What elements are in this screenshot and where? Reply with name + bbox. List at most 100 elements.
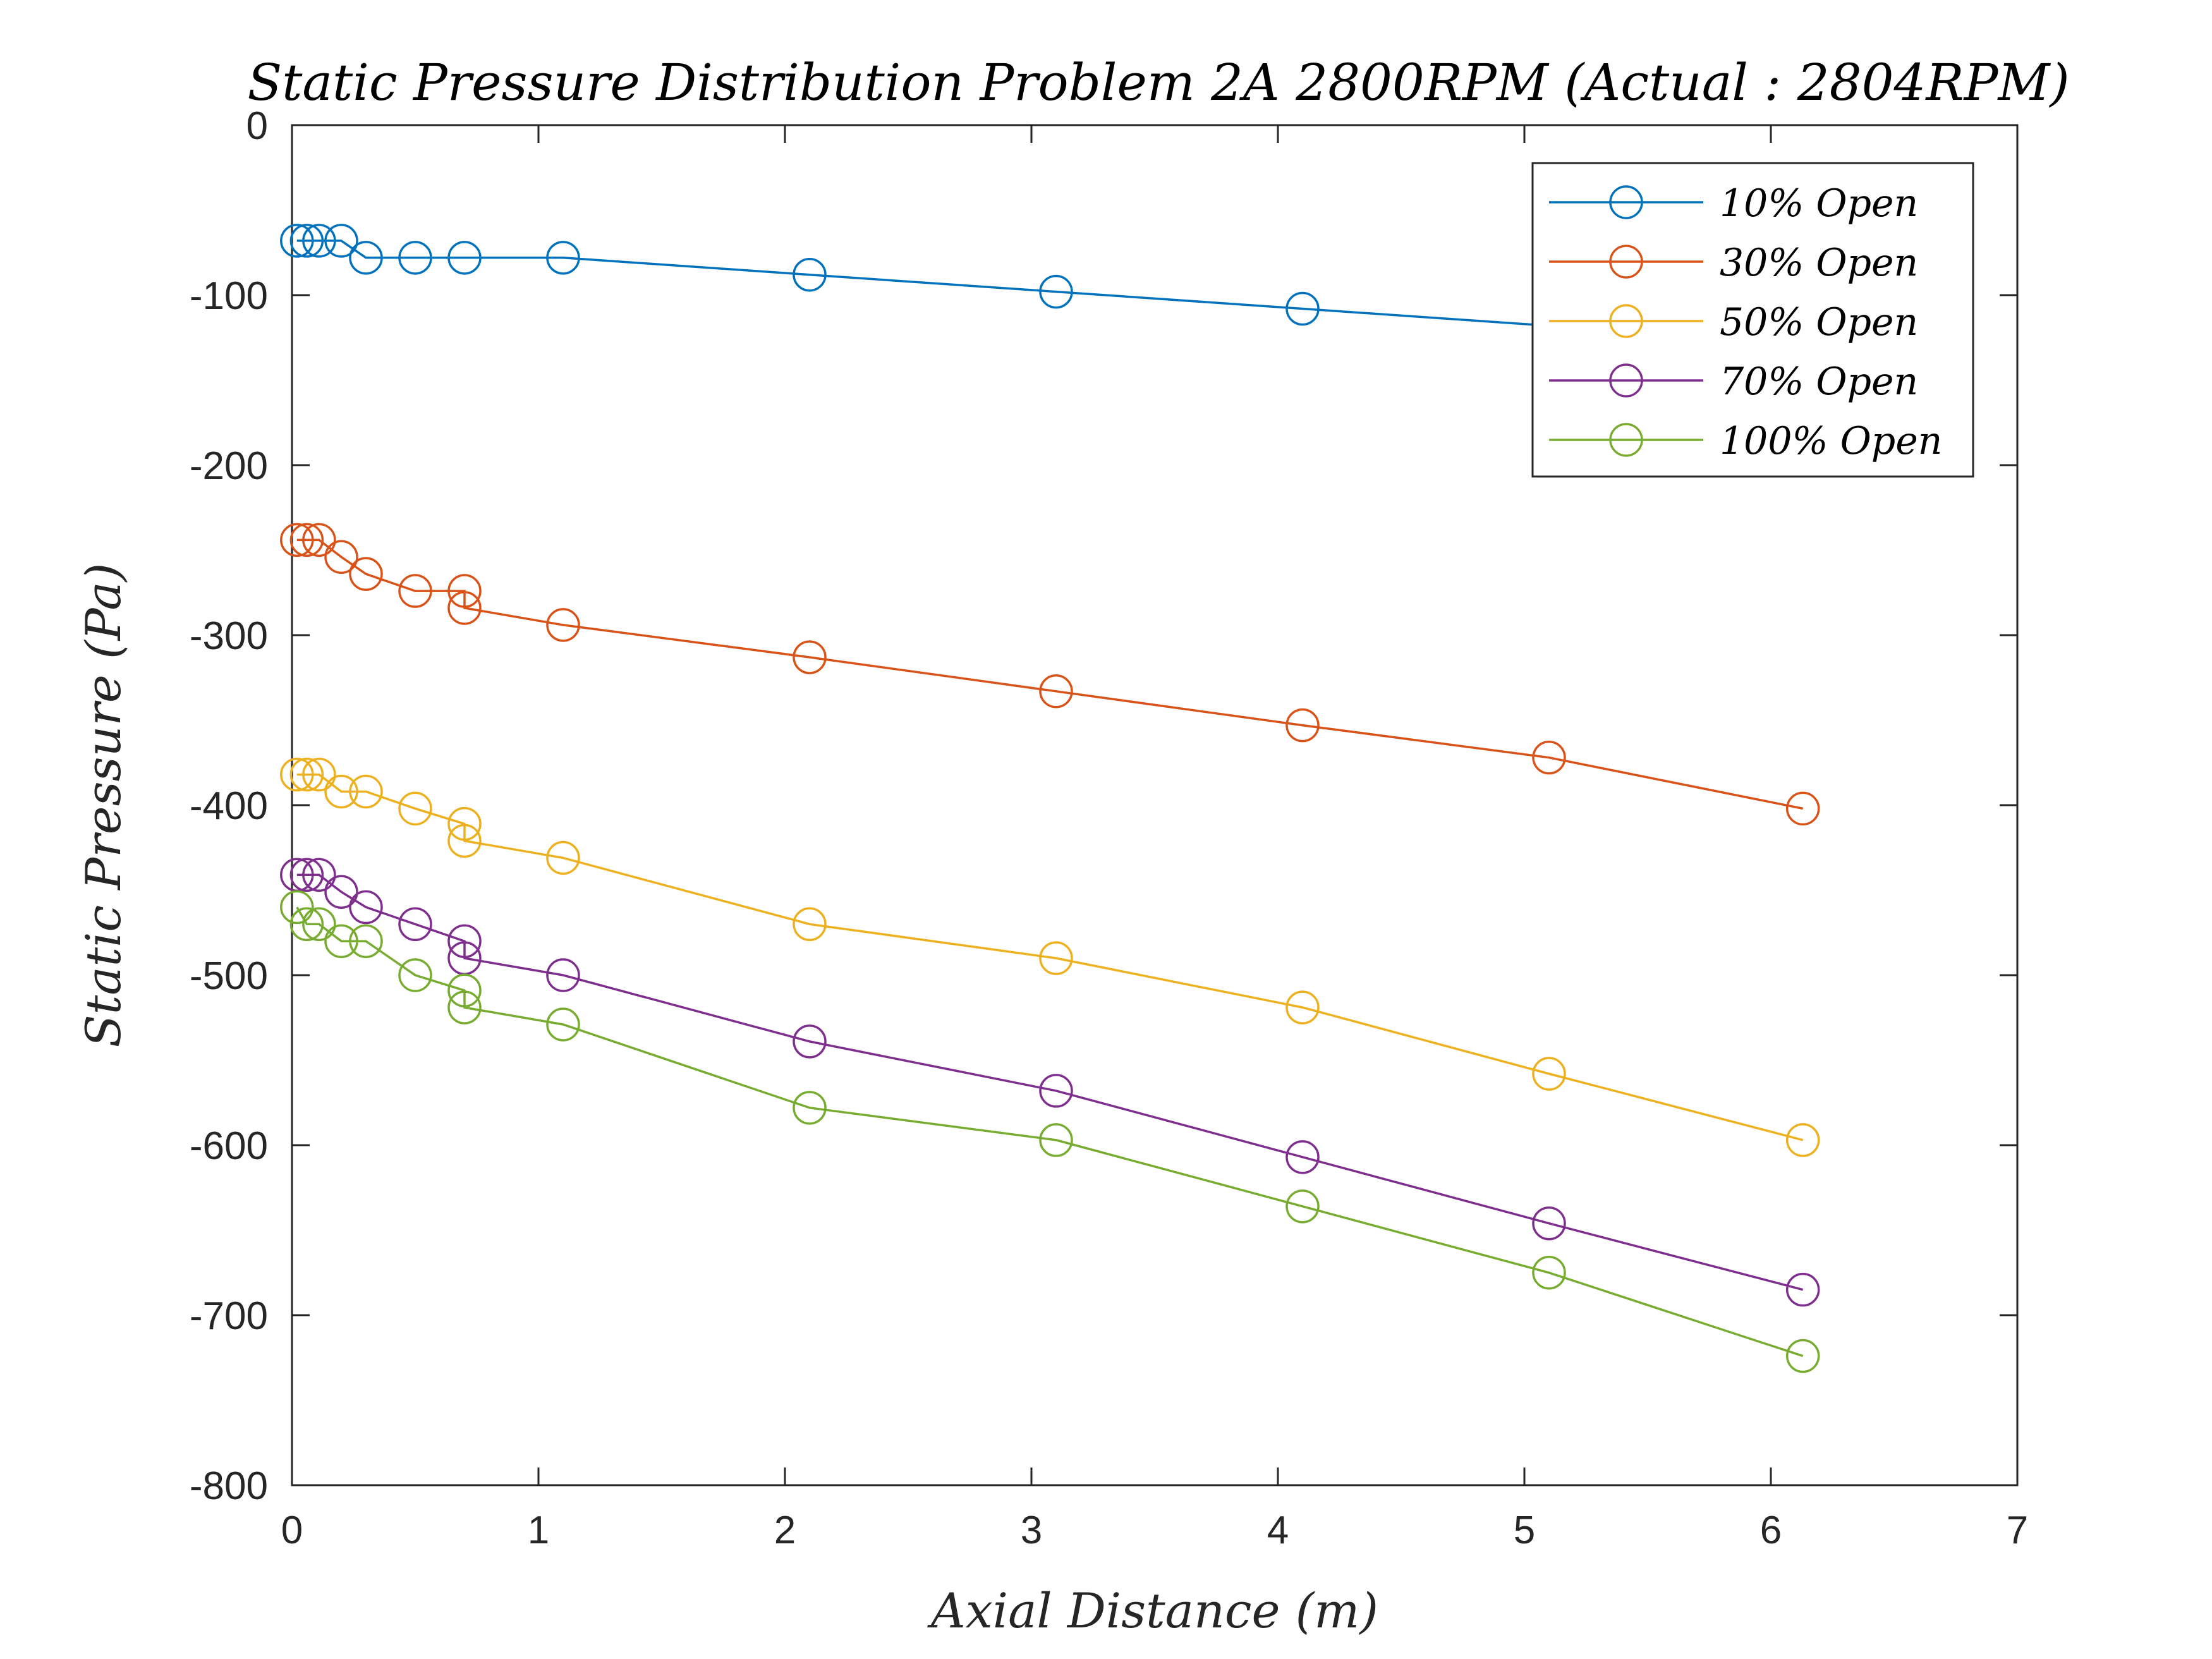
x-tick-label: 2	[774, 1509, 796, 1552]
data-point	[447, 973, 482, 1007]
data-point	[324, 224, 358, 258]
data-point	[793, 907, 827, 942]
data-point	[1039, 941, 1073, 975]
data-point	[349, 241, 383, 275]
data-point	[1532, 740, 1566, 775]
legend-entry: 10% Open	[1549, 181, 1918, 226]
data-point	[447, 241, 482, 275]
data-point	[398, 791, 432, 826]
series-5	[280, 890, 1820, 1373]
data-point	[793, 1024, 827, 1059]
data-point	[546, 241, 580, 275]
data-point	[349, 557, 383, 591]
y-axis-title: Static Pressure (Pa)	[75, 563, 131, 1048]
legend-swatch-marker	[1609, 423, 1643, 457]
legend-swatch-marker	[1609, 185, 1643, 219]
data-point	[1785, 1339, 1820, 1373]
x-axis-ticks: 0 1 2 3 4 5 6 7	[281, 125, 2028, 1552]
legend-box	[1531, 162, 1974, 478]
x-axis-title: Axial Distance (m)	[927, 1583, 1378, 1639]
y-tick-label: -300	[190, 614, 268, 658]
data-point	[398, 241, 432, 275]
data-point	[289, 907, 324, 942]
y-tick-label: -600	[190, 1124, 268, 1168]
data-point	[793, 257, 827, 292]
data-point	[302, 907, 336, 942]
x-tick-label: 3	[1021, 1509, 1042, 1552]
data-point	[280, 757, 314, 792]
legend-swatch-marker	[1609, 304, 1643, 338]
data-point	[1285, 1189, 1320, 1224]
x-tick-label: 4	[1267, 1509, 1289, 1552]
data-point	[289, 858, 324, 892]
x-tick-label: 1	[528, 1509, 549, 1552]
data-point	[398, 574, 432, 608]
legend-entry: 70% Open	[1549, 360, 1918, 404]
data-point	[324, 540, 358, 574]
data-point	[447, 990, 482, 1024]
y-tick-label: 0	[246, 104, 268, 148]
data-point	[447, 591, 482, 625]
legend-label: 10% Open	[1720, 181, 1918, 226]
data-point	[324, 875, 358, 909]
x-tick-label: 0	[281, 1509, 303, 1552]
data-point	[1785, 791, 1820, 826]
data-point	[1285, 1140, 1320, 1174]
legend-label: 70% Open	[1720, 360, 1918, 404]
y-tick-label: -800	[190, 1464, 268, 1508]
x-tick-label: 5	[1514, 1509, 1535, 1552]
series-line	[296, 240, 1550, 327]
data-point	[1785, 1272, 1820, 1307]
data-point	[289, 224, 324, 258]
data-point	[793, 1091, 827, 1125]
data-point	[302, 757, 336, 792]
data-point	[1285, 291, 1320, 326]
data-point	[324, 924, 358, 958]
data-point	[1532, 1256, 1566, 1290]
data-point	[398, 907, 432, 942]
data-point	[546, 1007, 580, 1042]
series-3	[280, 757, 1820, 1157]
y-tick-label: -200	[190, 444, 268, 488]
legend-swatch-marker	[1609, 245, 1643, 279]
data-point	[302, 858, 336, 892]
data-point	[302, 523, 336, 557]
data-point	[324, 774, 358, 809]
legend-label: 50% Open	[1720, 300, 1918, 344]
legend-entry: 30% Open	[1549, 241, 1918, 285]
data-point	[546, 608, 580, 642]
y-axis-ticks: 0 -100 -200 -300 -400 -500 -600 -700 -800	[190, 104, 2017, 1508]
data-point	[1285, 708, 1320, 743]
y-tick-label: -500	[190, 954, 268, 998]
series-1	[280, 224, 1566, 343]
series-4	[280, 858, 1820, 1307]
y-tick-label: -100	[190, 274, 268, 318]
data-point	[280, 890, 314, 925]
legend-label: 30% Open	[1720, 241, 1918, 285]
data-point	[447, 823, 482, 858]
data-point	[1039, 274, 1073, 309]
data-point	[1039, 1123, 1073, 1157]
data-point	[280, 224, 314, 258]
legend-entry: 50% Open	[1549, 300, 1918, 344]
data-point	[447, 574, 482, 608]
data-point	[289, 757, 324, 792]
data-point	[398, 958, 432, 992]
legend-label: 100% Open	[1720, 419, 1942, 463]
x-tick-label: 6	[1760, 1509, 1782, 1552]
data-point	[1532, 1057, 1566, 1091]
data-point	[546, 958, 580, 992]
data-point	[1785, 1123, 1820, 1157]
data-point	[289, 523, 324, 557]
data-point	[349, 924, 383, 958]
data-point	[1285, 990, 1320, 1024]
series-2	[280, 523, 1820, 826]
data-point	[1532, 1206, 1566, 1241]
data-point	[1039, 674, 1073, 708]
legend: 10% Open 30% Open 50% Open 70% Open 100% Ope…	[1531, 162, 1974, 478]
data-point	[280, 523, 314, 557]
data-point	[349, 774, 383, 809]
data-point	[447, 924, 482, 958]
data-point	[349, 890, 383, 925]
